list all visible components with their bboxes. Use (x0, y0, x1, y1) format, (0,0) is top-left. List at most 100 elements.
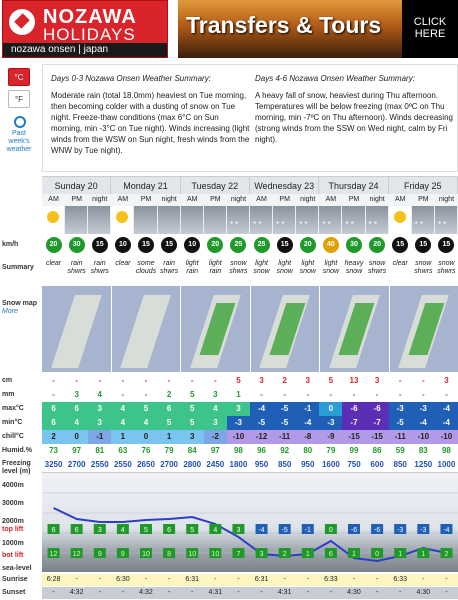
snow-cloud-icon (434, 206, 458, 234)
summary-row: clear rain shwrs rain shwrs clear some cloud… (42, 256, 458, 284)
humidity-value: 97 (72, 446, 82, 455)
snow-map[interactable] (320, 286, 389, 372)
svg-text:1: 1 (398, 551, 402, 558)
snow-value: - (421, 376, 425, 385)
svg-text:9: 9 (98, 551, 102, 558)
weather-summary-text: light rain (185, 260, 199, 275)
svg-text:9: 9 (121, 551, 125, 558)
bot-lift-temp: 1 (301, 548, 314, 558)
freezing-level-value: 850 (277, 460, 292, 469)
wind-cell: 15 (161, 237, 178, 253)
nozawa-holidays-banner[interactable]: NOZAWA HOLIDAYS nozawa onsen | japan (2, 0, 168, 58)
max-temp-value: 5 (134, 402, 158, 416)
max-temp-value: -4 (434, 402, 458, 416)
svg-text:-4: -4 (443, 527, 449, 534)
wind-cell: 20 (207, 237, 224, 253)
svg-text:3: 3 (260, 551, 264, 558)
svg-text:0: 0 (329, 527, 333, 534)
sunset-time: - (329, 589, 333, 596)
weather-summary-text: light snow (276, 260, 293, 275)
svg-text:-6: -6 (374, 527, 380, 534)
freezing-level-value: 3250 (44, 460, 63, 469)
transfers-tours-banner[interactable]: Transfers & Tours CLICK HERE (178, 0, 458, 58)
summary-days-0-3: Days 0-3 Nozawa Onsen Weather Summary: M… (51, 73, 251, 156)
max-temp-value: -3 (411, 402, 435, 416)
weather-summary-text: clear (392, 260, 408, 267)
min-temp-value: 3 (203, 416, 227, 430)
wind-speed-badge: 30 (345, 237, 362, 253)
snow-map[interactable] (42, 286, 111, 372)
rain-value: - (421, 390, 425, 399)
rain-value: - (144, 390, 148, 399)
min-temp-row: 6 4 3 4 4 5 5 3 -3 -5 -5 -4 -3 -7 -7 -5 -4 -4 (42, 416, 458, 430)
humidity-value: 63 (118, 446, 128, 455)
wind-chill-value: -12 (249, 430, 274, 444)
top-lift-temp: 3 (93, 524, 106, 534)
rain-value: 2 (166, 390, 172, 399)
min-temp-value: -5 (388, 416, 412, 430)
sunset-time: - (52, 589, 55, 596)
snow-cloud-icon (296, 206, 320, 234)
wind-cell: 15 (276, 237, 293, 253)
freezing-level-value: 2650 (137, 460, 155, 469)
sunrise-time: - (375, 576, 379, 583)
past-weather-link[interactable]: Past week's weather (6, 130, 32, 153)
clock-icon[interactable] (14, 116, 26, 128)
humidity-value: 81 (95, 446, 105, 455)
period-label: PM (348, 196, 360, 203)
freezing-level-value: 950 (301, 460, 315, 469)
brand-subtitle: HOLIDAYS (43, 25, 136, 44)
bot-lift-temp: 9 (93, 548, 106, 558)
summary-title: Days 4-6 Nozawa Onsen Weather Summary: (255, 74, 415, 83)
period-label: AM (186, 196, 198, 203)
max-temp-value: 0 (319, 402, 343, 416)
snow-value: - (190, 376, 194, 385)
rain-cloud-icon (157, 206, 181, 234)
svg-text:10: 10 (211, 551, 219, 558)
wind-cell: 30 (68, 237, 85, 253)
wind-cell: 10 (184, 237, 201, 253)
logo-icon (9, 9, 35, 35)
period-label: night (161, 196, 177, 203)
snow-map-more-link[interactable]: More (2, 308, 18, 315)
fahrenheit-toggle[interactable]: °F (8, 90, 30, 108)
sunset-time: - (121, 589, 125, 596)
svg-text:6: 6 (75, 527, 79, 534)
max-temp-value: 3 (88, 402, 112, 416)
min-temp-value: -5 (249, 416, 274, 430)
snow-map[interactable] (111, 286, 180, 372)
snow-map[interactable] (389, 286, 458, 372)
bot-lift-temp: 0 (371, 548, 384, 558)
wind-chill-value: 2 (42, 430, 66, 444)
wind-cell: 30 (345, 237, 362, 253)
wind-chill-value: -11 (388, 430, 412, 444)
summary-title: Days 0-3 Nozawa Onsen Weather Summary: (51, 74, 211, 83)
axis-4000: 4000m (2, 482, 24, 489)
wind-speed-badge: 20 (369, 237, 386, 253)
snow-map-label: Snow map More (2, 300, 40, 316)
svg-text:4: 4 (213, 527, 217, 534)
snow-value: 5 (236, 376, 241, 385)
rain-value: 5 (189, 390, 195, 399)
humidity-value: 97 (210, 446, 220, 455)
snow-map[interactable] (250, 286, 319, 372)
click-here-button[interactable]: CLICK HERE (402, 0, 458, 58)
celsius-toggle[interactable]: °C (8, 68, 30, 86)
svg-text:7: 7 (236, 551, 240, 558)
sunset-time: 4:30 (416, 589, 431, 596)
snow-map[interactable] (181, 286, 250, 372)
svg-text:-3: -3 (397, 527, 403, 534)
min-temp-value: -3 (319, 416, 343, 430)
bot-lift-temp: 1 (394, 548, 407, 558)
wind-chill-value: 0 (134, 430, 158, 444)
rain-value: - (352, 390, 356, 399)
weather-summary-text: snow shwrs (367, 260, 387, 275)
day-label: Monday 21 (111, 177, 181, 194)
svg-text:2: 2 (444, 551, 448, 558)
min-temp-value: -7 (342, 416, 366, 430)
axis-3000: 3000m (2, 500, 24, 507)
period-label: PM (279, 196, 290, 203)
weather-summary-text: light snow (253, 260, 270, 275)
weather-summary-text: snow shwrs (414, 260, 433, 275)
weather-summary-text: heavy snow (344, 260, 364, 275)
